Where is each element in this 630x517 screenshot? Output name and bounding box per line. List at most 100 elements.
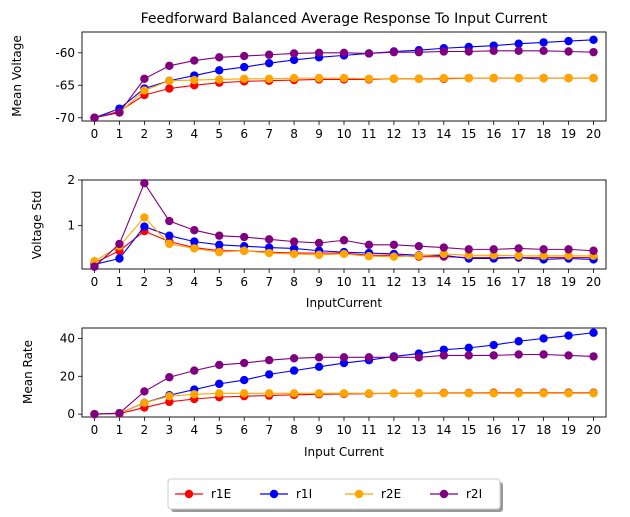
data-point-r2i: [90, 113, 99, 122]
data-point-r2e: [414, 251, 424, 260]
data-point-r2e: [264, 389, 274, 398]
legend-marker-r1e: [184, 489, 194, 499]
x-tick-label: 20: [586, 423, 601, 437]
data-point-r1e: [165, 84, 174, 93]
data-point-r2i: [364, 49, 374, 58]
x-tick-label: 5: [215, 423, 223, 437]
data-point-r2e: [414, 389, 424, 398]
data-point-r2e: [190, 390, 199, 399]
x-tick-label: 4: [190, 275, 198, 289]
data-point-r2i: [539, 350, 548, 359]
legend-marker-r2i: [439, 489, 449, 499]
y-axis-label-mean-voltage: Mean Voltage: [10, 35, 24, 117]
data-point-r2i: [90, 409, 99, 419]
data-point-r2i: [514, 350, 523, 359]
x-tick-label: 11: [361, 275, 376, 289]
data-point-r2i: [215, 53, 224, 62]
x-tick-label: 7: [265, 127, 273, 141]
data-point-r1i: [564, 331, 573, 340]
data-point-r2i: [339, 48, 349, 57]
data-point-r1i: [514, 39, 523, 48]
legend-label-r1i: r1I: [296, 487, 312, 501]
data-point-r2i: [289, 354, 299, 363]
data-point-r1i: [215, 240, 224, 250]
data-point-r2e: [514, 73, 523, 83]
data-point-r2e: [464, 389, 473, 398]
x-tick-label: 14: [436, 127, 451, 141]
data-point-r2e: [564, 389, 573, 398]
data-point-r2i: [190, 366, 199, 375]
y-tick-label: -65: [55, 78, 75, 92]
y-axis-label-voltage-std: Voltage Std: [30, 191, 44, 260]
x-tick-label: 20: [586, 275, 601, 289]
y-tick-label: 20: [60, 369, 75, 383]
data-point-r2e: [165, 76, 174, 85]
data-point-r2i: [414, 47, 424, 57]
x-tick-label: 15: [461, 275, 476, 289]
x-tick-label: 3: [166, 127, 174, 141]
data-point-r2i: [239, 358, 249, 368]
data-point-r2i: [190, 226, 199, 235]
x-tick-label: 19: [561, 423, 576, 437]
x-tick-label: 6: [240, 275, 248, 289]
legend-marker-r1i: [269, 489, 279, 499]
x-tick-label: 3: [166, 423, 174, 437]
data-point-r2i: [115, 108, 124, 117]
x-tick-label: 1: [116, 275, 124, 289]
data-point-r2e: [165, 391, 174, 401]
data-point-r1i: [489, 340, 498, 350]
x-tick-label: 5: [215, 127, 223, 141]
x-tick-label: 14: [436, 275, 451, 289]
data-point-r2e: [190, 75, 199, 85]
legend-label-r1e: r1E: [211, 487, 231, 501]
data-point-r1i: [289, 55, 299, 65]
data-point-r2i: [414, 353, 424, 362]
data-point-r2i: [314, 48, 324, 57]
x-axis-label-inputcurrent: InputCurrent: [306, 296, 382, 310]
data-point-r1i: [514, 337, 523, 346]
data-point-r2e: [140, 86, 149, 95]
data-point-r2e: [514, 251, 523, 260]
x-tick-label: 11: [361, 127, 376, 141]
data-point-r2e: [389, 74, 399, 83]
data-point-r2e: [140, 398, 149, 407]
data-point-r1i: [589, 328, 598, 337]
x-tick-label: 12: [386, 275, 401, 289]
data-point-r1i: [115, 254, 124, 263]
data-point-r2i: [439, 243, 449, 252]
data-point-r2i: [115, 409, 124, 418]
x-tick-label: 15: [461, 127, 476, 141]
x-tick-label: 18: [536, 127, 551, 141]
data-point-r2i: [289, 237, 299, 246]
panel-mean-rate: Mean Rate Input Current 0 1 2 3 4 5 6 7 8 9 10 11 12…: [21, 327, 607, 459]
x-tick-label: 16: [486, 275, 501, 289]
data-point-r2e: [264, 248, 274, 258]
x-tick-label: 10: [336, 423, 351, 437]
data-point-r1i: [264, 58, 274, 68]
x-tick-label: 9: [315, 423, 323, 437]
data-point-r2i: [165, 61, 174, 70]
chart-title: Feedforward Balanced Average Response To…: [141, 11, 548, 27]
data-point-r2i: [264, 355, 274, 365]
data-point-r1i: [190, 237, 199, 246]
data-point-r2e: [439, 389, 449, 398]
data-point-r2i: [564, 351, 573, 360]
data-point-r2i: [439, 47, 449, 56]
x-tick-label: 10: [336, 127, 351, 141]
x-tick-label: 14: [436, 423, 451, 437]
data-point-r2e: [339, 389, 349, 398]
x-tick-label: 0: [91, 127, 99, 141]
data-point-r2e: [364, 389, 374, 398]
data-point-r2e: [215, 247, 224, 257]
x-tick-label: 19: [561, 275, 576, 289]
data-point-r2i: [564, 245, 573, 254]
data-point-r2e: [539, 251, 548, 260]
data-point-r2i: [90, 262, 99, 271]
data-point-r2i: [389, 47, 399, 57]
panel-voltage-std: Voltage Std InputCurrent 0 1 2 3 4 5 6 7 8 9 10 11 1…: [30, 173, 607, 310]
data-point-r2i: [389, 353, 399, 362]
data-point-r2e: [239, 246, 249, 255]
data-point-r2e: [264, 74, 274, 83]
x-tick-label: 2: [141, 423, 149, 437]
x-tick-label: 17: [511, 423, 526, 437]
